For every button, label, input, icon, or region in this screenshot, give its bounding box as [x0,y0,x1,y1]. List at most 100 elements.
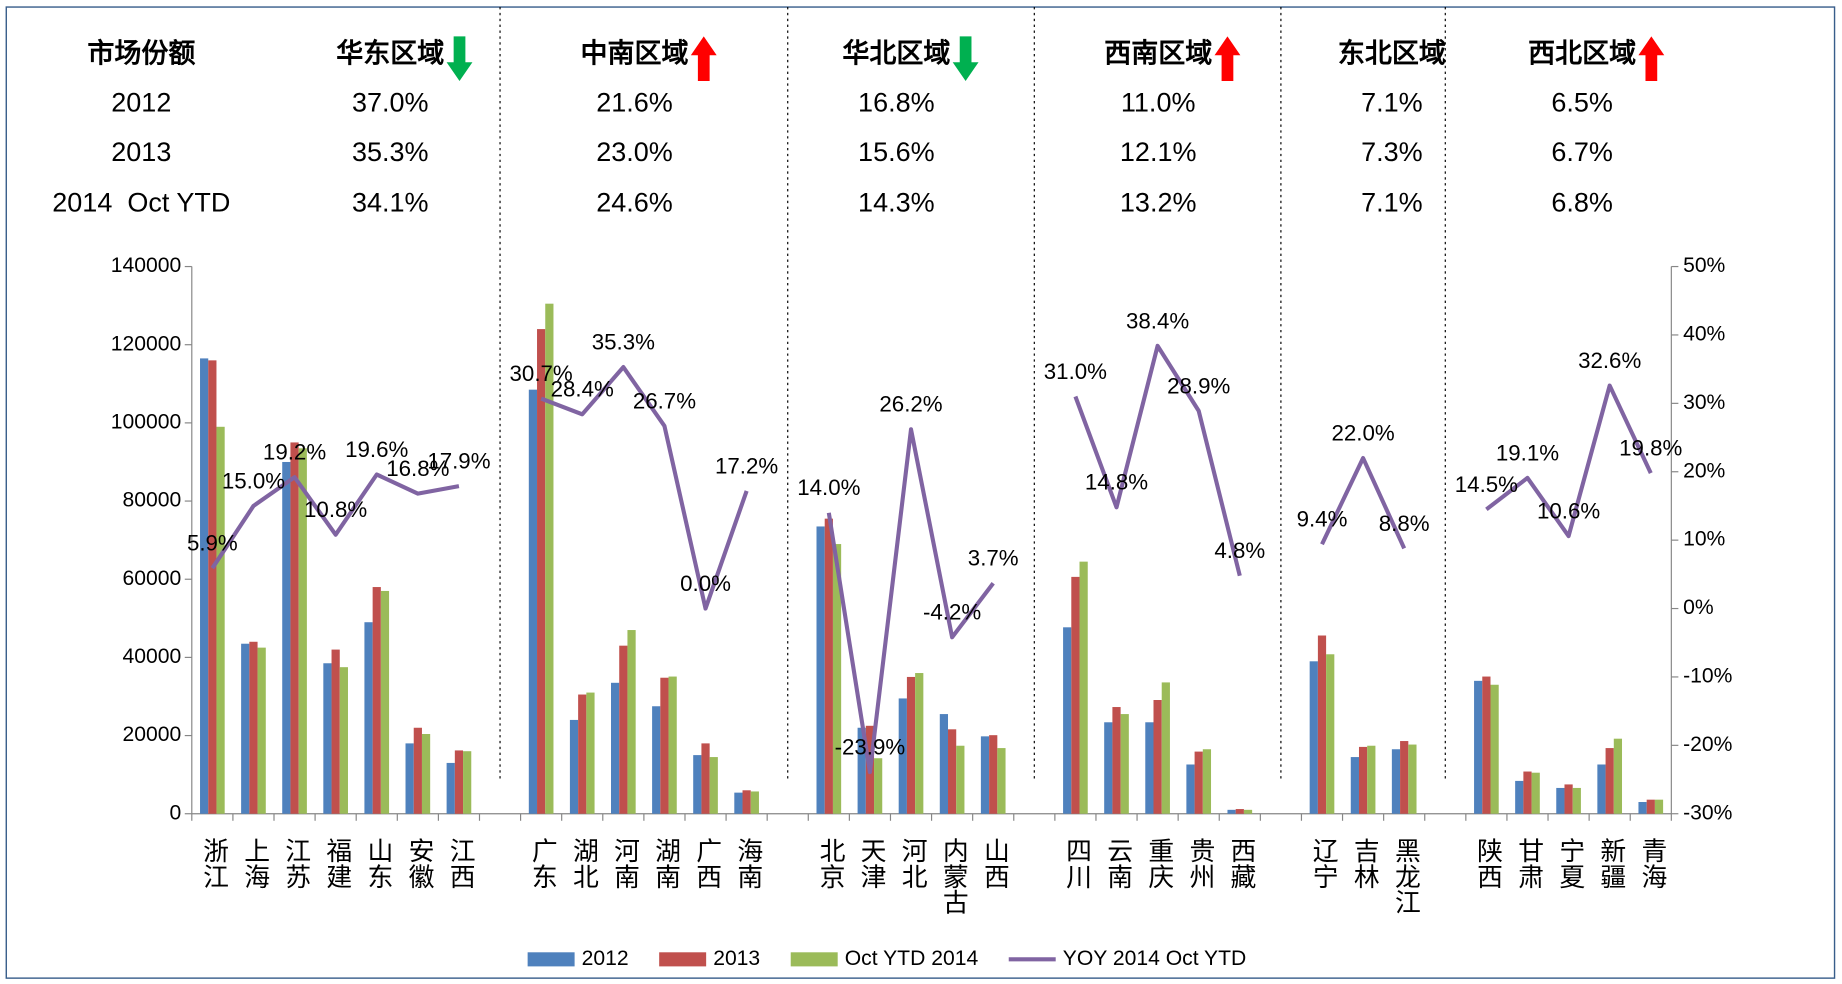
x-tick-label: 陕西 [1474,837,1502,889]
bar [1145,722,1154,814]
share-value: 34.1% [352,187,429,217]
x-tick-label: 江苏 [282,837,310,889]
bar [660,677,669,814]
trend-arrow [446,36,473,82]
share-value: 11.0% [1121,88,1196,118]
y-tick-label: 140000 [111,254,182,277]
y2-tick-label: -30% [1683,801,1733,824]
row-label: 2014 Oct YTD [52,187,230,217]
x-tick-label: 云南 [1104,837,1132,889]
bar [290,442,299,814]
bar [1326,654,1335,814]
x-tick-label: 上海 [241,837,269,889]
bar [1515,780,1524,814]
bar [1646,799,1655,814]
bar [1235,809,1244,814]
trend-arrow [1214,36,1241,82]
bar [611,682,620,814]
y2-tick-label: 40% [1683,323,1725,346]
bar [1309,661,1318,814]
y-tick-label: 20000 [122,723,181,746]
data-label: 5.9% [187,531,238,556]
share-value: 24.6% [596,187,673,217]
x-tick-label: 天津 [857,837,886,889]
data-label: 28.9% [1167,373,1230,398]
bar [1350,757,1359,814]
bar [619,645,628,814]
bar [257,647,266,814]
data-label: 19.8% [1619,436,1682,461]
bar [1227,809,1236,814]
y2-tick-label: 10% [1683,528,1725,551]
bar [1638,802,1647,814]
bar [956,745,965,814]
x-tick-label: 甘肃 [1515,837,1543,889]
share-value: 6.5% [1551,88,1613,118]
bar [298,448,307,814]
data-label: 9.4% [1297,507,1348,532]
bar [372,587,381,814]
trend-arrow [952,36,979,82]
data-label: 17.9% [427,449,490,474]
bar [824,518,833,814]
y-tick-label: 100000 [111,410,182,433]
share-value: 35.3% [352,137,429,167]
frame [5,6,1836,979]
row-label: 2013 [111,137,171,167]
line [210,343,1653,775]
x-tick-label: 四川 [1063,837,1092,889]
bar [652,706,661,814]
table-header: 中南区域 [580,38,688,68]
x-tick-label: 宁夏 [1556,837,1585,889]
bar [405,743,414,814]
x-tick-label: 河南 [611,837,640,889]
x-tick-label: 北京 [816,837,845,889]
y2-tick-label: 50% [1683,254,1725,277]
bar [709,757,718,814]
bar [1391,749,1401,814]
data-label: 31.0% [1044,359,1107,384]
share-value: 7.1% [1361,187,1423,217]
bar [1605,748,1614,814]
bar [1367,745,1376,814]
data-label: 19.6% [345,437,408,462]
x-tick-label: 福建 [323,837,352,889]
legend-swatch [790,952,838,967]
table-header: 华东区域 [336,37,444,68]
table-header: 华北区域 [842,37,950,68]
data-label: -4.2% [923,600,981,625]
data-label: 14.8% [1085,470,1148,495]
bar [323,663,332,814]
data-label: 26.2% [879,392,942,417]
bar [339,667,348,814]
x-tick-label: 青海 [1638,837,1666,889]
bar [1186,764,1195,814]
bar [1572,787,1581,814]
bar [989,735,998,814]
share-value: 21.6% [596,88,673,118]
x-tick-label: 新疆 [1597,837,1626,889]
share-value: 15.6% [858,137,935,167]
share-value: 16.8% [858,88,935,118]
bar [742,790,751,814]
bar [1654,799,1664,814]
data-label: 8.8% [1379,511,1430,536]
bar [939,714,949,814]
bar [693,755,702,814]
x-tick-label: 河北 [898,837,927,889]
x-tick-label: 贵州 [1186,837,1215,889]
bar [1490,684,1499,814]
data-label: 10.6% [1537,498,1600,523]
bar [1400,741,1409,814]
y2-tick-label: 20% [1683,459,1725,482]
bar [537,329,546,814]
x-tick-label: 江西 [446,837,474,889]
bar [1063,627,1072,814]
data-label: 32.6% [1578,348,1641,373]
table-header: 西北区域 [1528,38,1636,68]
x-tick-label: 浙江 [200,837,229,889]
data-label: 38.4% [1126,308,1189,333]
bar [915,673,924,814]
trend-arrow [1638,36,1665,82]
